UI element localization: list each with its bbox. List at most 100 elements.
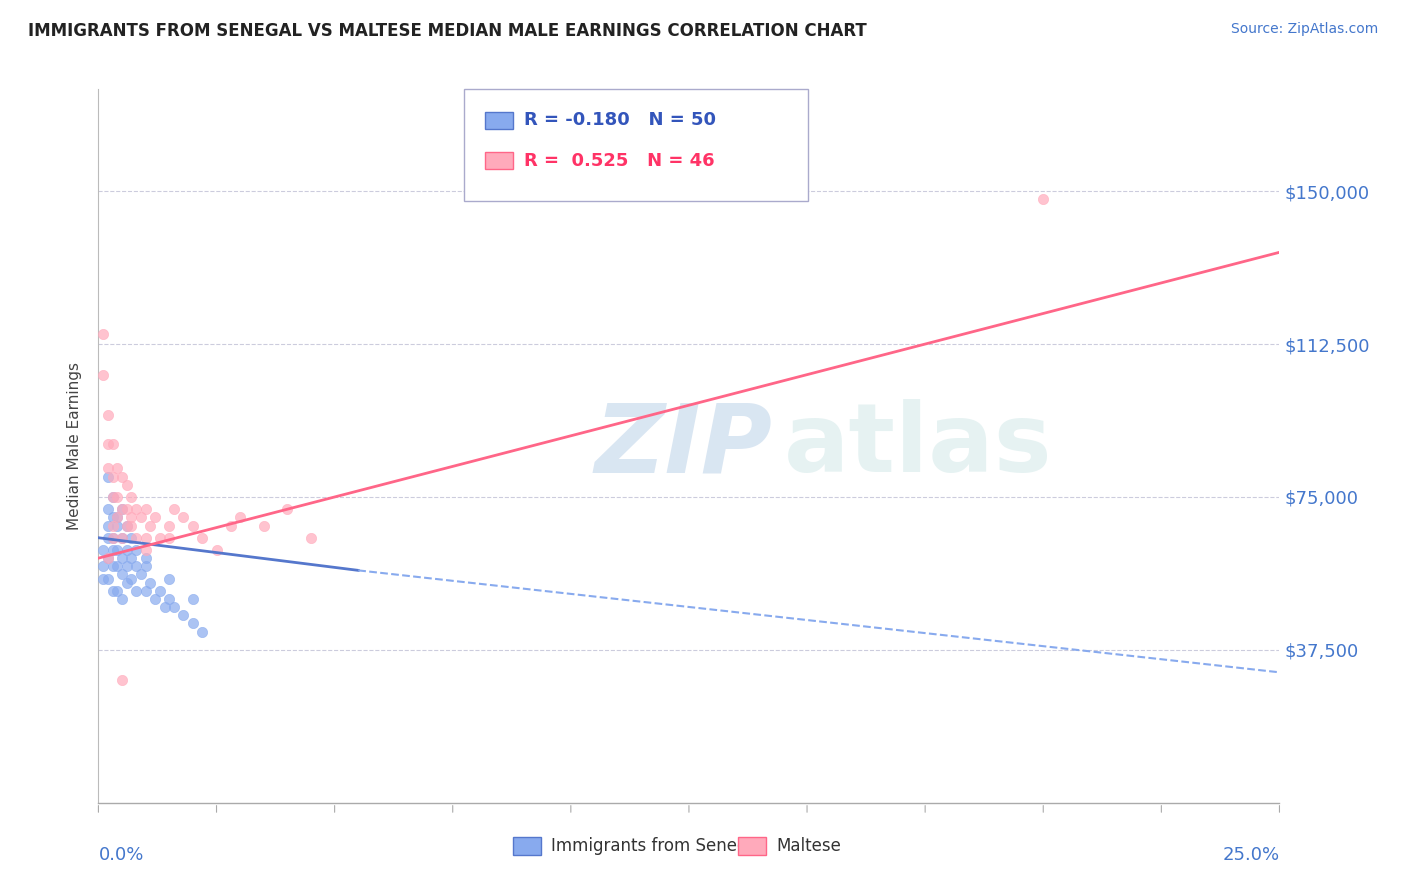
- Point: [135, 543, 157, 558]
- Point: [135, 551, 157, 566]
- Point: [91, 543, 114, 558]
- Point: [149, 583, 172, 598]
- Point: [191, 531, 214, 545]
- Point: [111, 531, 134, 545]
- Text: R = -0.180   N = 50: R = -0.180 N = 50: [524, 112, 717, 129]
- Point: [139, 518, 162, 533]
- Point: [111, 502, 134, 516]
- Point: [229, 510, 252, 524]
- Point: [181, 591, 204, 606]
- Text: ZIP: ZIP: [595, 400, 772, 492]
- Point: [111, 673, 134, 688]
- Point: [111, 531, 134, 545]
- Point: [101, 518, 124, 533]
- Point: [115, 502, 138, 516]
- Point: [125, 559, 148, 574]
- Point: [115, 575, 138, 590]
- Point: [105, 543, 128, 558]
- Text: IMMIGRANTS FROM SENEGAL VS MALTESE MEDIAN MALE EARNINGS CORRELATION CHART: IMMIGRANTS FROM SENEGAL VS MALTESE MEDIA…: [28, 22, 868, 40]
- Point: [101, 490, 124, 504]
- Text: Maltese: Maltese: [776, 837, 841, 855]
- Point: [97, 469, 120, 483]
- Point: [163, 502, 186, 516]
- Point: [101, 531, 124, 545]
- Point: [153, 600, 176, 615]
- Point: [101, 510, 124, 524]
- Point: [1032, 192, 1054, 206]
- Point: [115, 559, 138, 574]
- Point: [105, 510, 128, 524]
- Point: [121, 518, 143, 533]
- Point: [111, 567, 134, 582]
- Point: [139, 575, 162, 590]
- Point: [97, 531, 120, 545]
- Point: [101, 469, 124, 483]
- Point: [101, 559, 124, 574]
- Point: [299, 531, 322, 545]
- Point: [135, 583, 157, 598]
- Point: [121, 551, 143, 566]
- Point: [91, 572, 114, 586]
- Point: [105, 583, 128, 598]
- Point: [163, 600, 186, 615]
- Point: [105, 518, 128, 533]
- Point: [97, 409, 120, 423]
- Y-axis label: Median Male Earnings: Median Male Earnings: [67, 362, 83, 530]
- Text: 25.0%: 25.0%: [1222, 846, 1279, 863]
- Point: [91, 368, 114, 382]
- Point: [97, 572, 120, 586]
- Point: [135, 531, 157, 545]
- Point: [191, 624, 214, 639]
- Point: [97, 518, 120, 533]
- Point: [157, 572, 180, 586]
- Point: [143, 510, 166, 524]
- Point: [129, 510, 152, 524]
- Point: [97, 502, 120, 516]
- Point: [172, 608, 194, 623]
- Point: [205, 543, 228, 558]
- Point: [111, 551, 134, 566]
- Point: [105, 461, 128, 475]
- Point: [172, 510, 194, 524]
- Point: [111, 591, 134, 606]
- Point: [101, 437, 124, 451]
- Point: [181, 518, 204, 533]
- Point: [149, 531, 172, 545]
- Point: [125, 531, 148, 545]
- Point: [115, 518, 138, 533]
- Point: [97, 551, 120, 566]
- Point: [125, 583, 148, 598]
- Point: [115, 543, 138, 558]
- Point: [157, 518, 180, 533]
- Point: [121, 510, 143, 524]
- Point: [143, 591, 166, 606]
- Point: [91, 559, 114, 574]
- Point: [105, 490, 128, 504]
- Point: [105, 510, 128, 524]
- Point: [219, 518, 242, 533]
- Point: [157, 591, 180, 606]
- Point: [125, 543, 148, 558]
- Text: 0.0%: 0.0%: [98, 846, 143, 863]
- Text: R =  0.525   N = 46: R = 0.525 N = 46: [524, 152, 716, 169]
- Point: [276, 502, 298, 516]
- Point: [125, 502, 148, 516]
- Point: [111, 469, 134, 483]
- Point: [135, 502, 157, 516]
- Point: [105, 559, 128, 574]
- Point: [121, 531, 143, 545]
- Point: [121, 572, 143, 586]
- Point: [101, 531, 124, 545]
- Text: Source: ZipAtlas.com: Source: ZipAtlas.com: [1230, 22, 1378, 37]
- Point: [101, 490, 124, 504]
- Point: [115, 518, 138, 533]
- Point: [129, 567, 152, 582]
- Point: [97, 437, 120, 451]
- Point: [97, 551, 120, 566]
- Point: [101, 543, 124, 558]
- Point: [111, 502, 134, 516]
- Point: [135, 559, 157, 574]
- Text: Immigrants from Senegal: Immigrants from Senegal: [551, 837, 762, 855]
- Point: [157, 531, 180, 545]
- Point: [121, 490, 143, 504]
